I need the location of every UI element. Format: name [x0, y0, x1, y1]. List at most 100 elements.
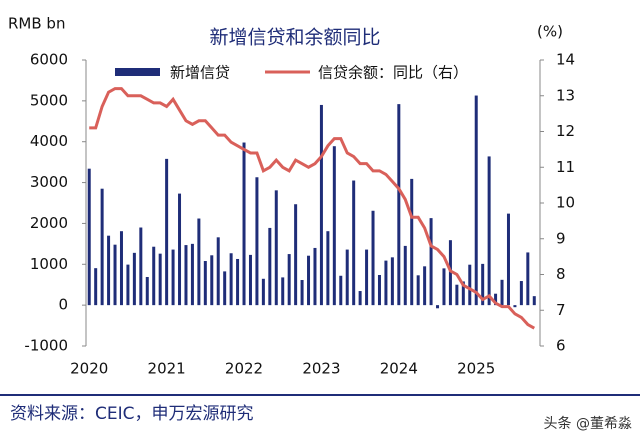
bar	[119, 231, 123, 306]
chart-title: 新增信贷和余额同比	[209, 27, 380, 49]
x-tick-label: 2020	[70, 360, 108, 378]
y2-tick-label: 11	[556, 158, 575, 176]
bar	[281, 277, 285, 306]
bar	[500, 279, 504, 306]
bar	[319, 104, 323, 306]
bar	[210, 255, 214, 306]
bar	[145, 276, 149, 306]
bar	[436, 305, 440, 309]
x-tick-label: 2023	[302, 360, 340, 378]
bar	[113, 244, 117, 306]
bar	[294, 204, 298, 306]
legend-label: 新增信贷	[170, 64, 230, 82]
bar	[255, 177, 259, 306]
bar	[397, 104, 401, 306]
x-tick-label: 2021	[148, 360, 186, 378]
y2-tick-label: 10	[556, 194, 575, 212]
y2-tick-label: 8	[556, 265, 566, 283]
bar	[87, 168, 91, 306]
y2-tick-label: 6	[556, 337, 566, 355]
bar	[190, 243, 194, 306]
bar	[448, 240, 452, 306]
bar	[313, 247, 317, 306]
x-tick-label: 2024	[380, 360, 418, 378]
bar	[423, 266, 427, 306]
bar	[300, 280, 304, 306]
bar	[326, 231, 330, 306]
bar	[165, 158, 169, 306]
bar	[307, 255, 311, 306]
bar	[139, 227, 143, 306]
bar	[468, 264, 472, 306]
watermark: 头条 @董希淼	[544, 415, 632, 432]
bar	[410, 178, 414, 306]
bar	[152, 246, 156, 306]
bar	[223, 271, 227, 306]
line	[89, 87, 536, 330]
bar	[532, 296, 536, 306]
bar	[442, 268, 446, 306]
bar	[261, 278, 265, 306]
x-tick-label: 2022	[225, 360, 263, 378]
y2-tick-label: 13	[556, 86, 575, 104]
y2-tick-label: 12	[556, 122, 575, 140]
y-tick-label: 5000	[30, 91, 68, 109]
bar	[229, 253, 233, 306]
source-note: 资料来源：CEIC，申万宏源研究	[10, 404, 254, 424]
bar	[171, 249, 175, 306]
bar	[371, 210, 375, 306]
bar	[352, 180, 356, 306]
bar	[365, 249, 369, 306]
y2-tick-label: 7	[556, 301, 566, 319]
y2-axis-label: (%)	[537, 23, 563, 41]
bar	[248, 254, 252, 306]
bar	[339, 275, 343, 306]
bar	[358, 291, 362, 306]
bar	[274, 190, 278, 306]
bar	[506, 213, 510, 306]
bar	[513, 305, 517, 308]
bar	[519, 281, 523, 306]
bar	[384, 260, 388, 306]
legend-label: 信贷余额：同比（右）	[318, 64, 468, 82]
bar	[107, 235, 111, 306]
y-tick-label: -1000	[24, 337, 68, 355]
bar	[332, 146, 336, 306]
bar	[526, 252, 530, 306]
y-tick-label: 6000	[30, 51, 68, 69]
bar	[178, 193, 182, 306]
y-tick-label: 1000	[30, 255, 68, 273]
bar	[126, 264, 130, 306]
y-tick-label: 3000	[30, 173, 68, 191]
bar	[474, 95, 478, 306]
bar	[390, 257, 394, 306]
bar	[94, 268, 98, 306]
bar	[416, 275, 420, 306]
bar	[345, 249, 349, 306]
bar	[158, 253, 162, 306]
bar	[494, 293, 498, 306]
bar	[455, 284, 459, 306]
bar	[481, 263, 485, 306]
legend-swatch	[115, 68, 160, 76]
bar	[429, 218, 433, 306]
bar	[197, 218, 201, 306]
x-tick-label: 2025	[457, 360, 495, 378]
bar	[242, 142, 246, 306]
y-tick-label: 4000	[30, 132, 68, 150]
bar	[403, 245, 407, 306]
y2-tick-label: 9	[556, 229, 566, 247]
bar	[184, 245, 188, 306]
y-tick-label: 2000	[30, 214, 68, 232]
bar	[100, 188, 104, 306]
bar	[487, 156, 491, 306]
y-axis-label: RMB bn	[8, 15, 65, 33]
bar	[216, 237, 220, 306]
bar	[461, 281, 465, 306]
bar	[377, 274, 381, 306]
y-tick-label: 0	[58, 296, 68, 314]
bar	[132, 252, 136, 306]
bar	[287, 254, 291, 306]
bar	[268, 227, 272, 306]
